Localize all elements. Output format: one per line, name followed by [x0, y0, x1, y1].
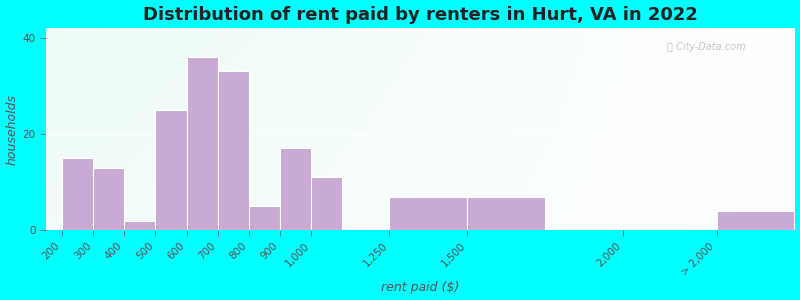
Y-axis label: households: households: [6, 94, 18, 165]
Bar: [249, 206, 280, 230]
Bar: [467, 197, 545, 230]
X-axis label: rent paid ($): rent paid ($): [382, 281, 459, 294]
Text: Ⓜ City-Data.com: Ⓜ City-Data.com: [667, 42, 746, 52]
Bar: [311, 177, 342, 230]
Bar: [717, 211, 794, 230]
Bar: [280, 148, 311, 230]
Bar: [93, 168, 124, 230]
Bar: [389, 197, 467, 230]
Bar: [62, 158, 93, 230]
Bar: [155, 110, 186, 230]
Bar: [124, 221, 155, 230]
Title: Distribution of rent paid by renters in Hurt, VA in 2022: Distribution of rent paid by renters in …: [143, 6, 698, 24]
Bar: [186, 57, 218, 230]
Bar: [218, 71, 249, 230]
